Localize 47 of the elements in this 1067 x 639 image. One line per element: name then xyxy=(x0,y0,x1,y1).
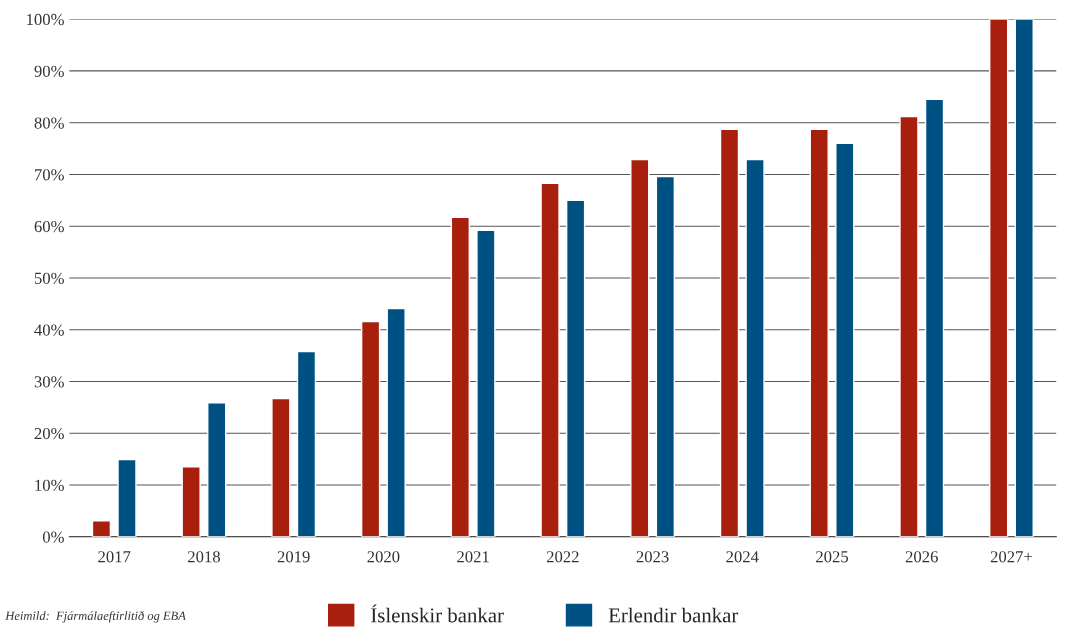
bar xyxy=(117,458,137,537)
bar xyxy=(386,307,406,537)
bar xyxy=(899,115,919,537)
x-tick-label: 2025 xyxy=(816,551,849,563)
x-tick-label: 2021 xyxy=(457,551,489,563)
bar xyxy=(565,199,586,537)
bar xyxy=(745,158,765,537)
y-tick-label: 20% xyxy=(34,427,64,440)
y-tick-label: 30% xyxy=(34,376,64,388)
y-tick-label: 70% xyxy=(35,169,64,181)
x-tick-label: 2023 xyxy=(636,551,669,563)
y-tick-label: 60% xyxy=(34,220,64,233)
y-tick-label: 0% xyxy=(42,531,64,543)
legend-label: Erlendir bankar xyxy=(608,607,739,623)
y-tick-label: 80% xyxy=(34,117,64,129)
bar xyxy=(1014,19,1034,537)
y-tick-label: 50% xyxy=(34,272,64,284)
bar xyxy=(655,175,676,537)
bar xyxy=(924,98,945,537)
bar xyxy=(719,128,740,537)
x-tick-label: 2022 xyxy=(546,551,579,563)
bar xyxy=(271,397,291,537)
bar xyxy=(630,158,650,537)
bar xyxy=(835,142,855,537)
bar xyxy=(91,520,112,537)
bar xyxy=(207,402,227,537)
text: Heimild: Fjármálaeftirlitið og EBA xyxy=(5,611,186,623)
bar xyxy=(450,216,470,537)
x-tick-label: 2024 xyxy=(726,551,759,563)
bar xyxy=(809,128,829,537)
y-tick-label: 90% xyxy=(34,65,64,77)
bar xyxy=(360,320,381,537)
x-tick-label: 2026 xyxy=(905,551,938,563)
bar xyxy=(476,229,496,537)
x-tick-label: 2017 xyxy=(98,551,131,563)
x-tick-label: 2020 xyxy=(367,551,400,563)
x-tick-label: 2019 xyxy=(277,551,310,563)
bar xyxy=(181,466,201,537)
bar xyxy=(296,350,317,537)
x-tick-label: 2027+ xyxy=(990,551,1033,563)
legend-label: Íslenskir bankar xyxy=(371,604,504,623)
bar xyxy=(540,182,560,537)
y-tick-label: 40% xyxy=(34,324,64,336)
bar xyxy=(989,19,1009,537)
y-tick-label: 100% xyxy=(27,13,64,26)
y-tick-label: 10% xyxy=(35,479,64,491)
x-tick-label: 2018 xyxy=(188,551,220,563)
